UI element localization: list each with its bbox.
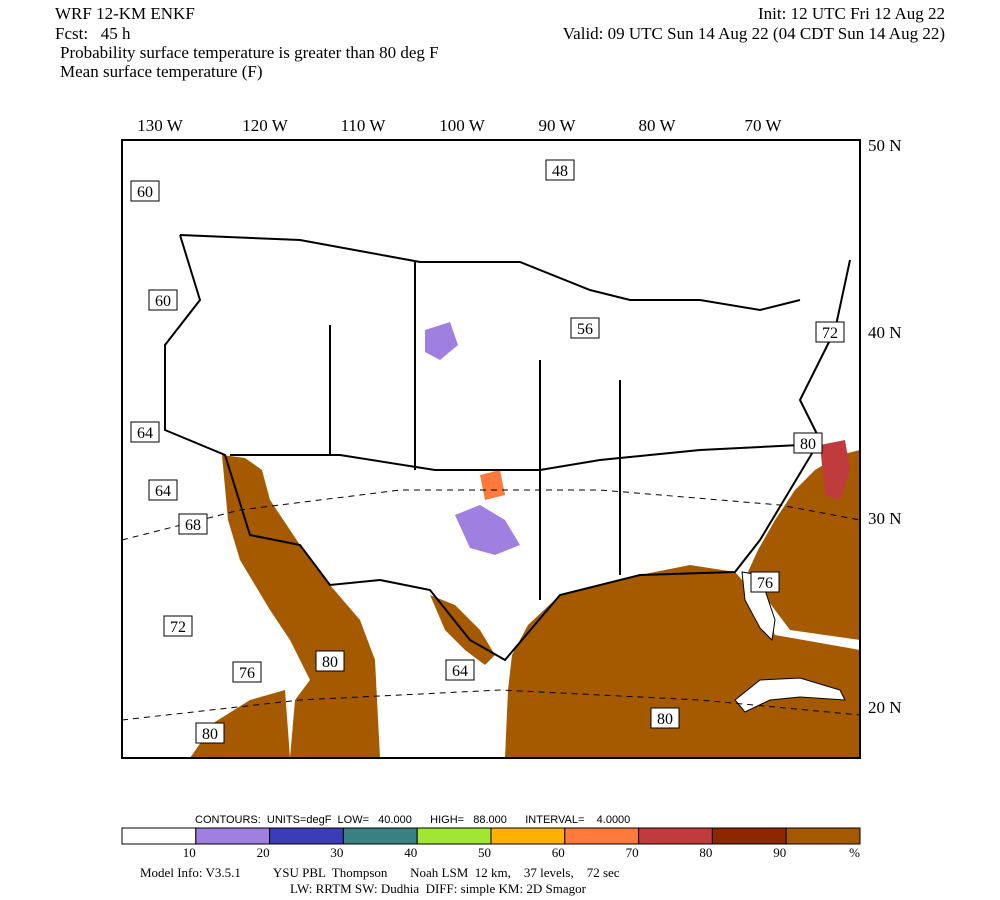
colorbar-label: 50: [478, 845, 491, 860]
contour-label-box: [163, 615, 193, 637]
colorbar-swatch: [785, 827, 861, 845]
forecast-hour: Fcst: 45 h: [55, 24, 131, 43]
colorbar-label: 60: [552, 845, 565, 860]
init-time: Init: 12 UTC Fri 12 Aug 22: [758, 4, 945, 23]
colorbar-swatch: [269, 827, 344, 845]
colorbar-swatch: [342, 827, 418, 845]
contour-label-box: [232, 661, 262, 683]
graticule: [121, 489, 861, 721]
contour-label: 72: [822, 325, 838, 342]
contour-label-box: [750, 571, 780, 593]
longitude-label: 110 W: [341, 116, 387, 135]
contour-label: 80: [322, 654, 338, 671]
colorbar-label: 90: [773, 845, 786, 860]
contour-label: 72: [170, 619, 186, 636]
contour-label: 80: [657, 711, 673, 728]
colorbar-swatch: [564, 827, 640, 845]
longitude-label: 70 W: [745, 116, 783, 135]
contour-label-box: [815, 321, 845, 343]
cuba: [734, 677, 846, 713]
contour-label-box: [445, 659, 475, 681]
contour-label-box: [130, 421, 160, 443]
colorbar-swatch: [416, 827, 492, 845]
longitude-label: 120 W: [242, 116, 288, 135]
contour-label: 64: [155, 483, 171, 500]
latitude-label: 30 N: [868, 509, 902, 528]
model-title: WRF 12-KM ENKF: [55, 4, 195, 23]
longitude-label: 100 W: [439, 116, 485, 135]
field-description: Mean surface temperature (F): [60, 62, 262, 81]
map-frame: [121, 139, 861, 759]
contour-label: 68: [185, 517, 201, 534]
contour-label-box: [793, 432, 823, 454]
contour-label: 76: [757, 575, 773, 592]
shading: [455, 505, 520, 555]
contour-label: 64: [137, 425, 153, 442]
shading: [820, 440, 850, 500]
colorbar-label: 80: [699, 845, 712, 860]
shading: [480, 470, 505, 500]
colorbar-label: 10: [183, 845, 196, 860]
contour-label-box: [315, 650, 345, 672]
longitude-label: 80 W: [639, 116, 677, 135]
valid-time: Valid: 09 UTC Sun 14 Aug 22 (04 CDT Sun …: [563, 24, 945, 43]
contour-label: 56: [577, 321, 593, 338]
colorbar-swatch: [490, 827, 566, 845]
latitude-label: 50 N: [868, 136, 902, 155]
contour-label: 64: [452, 663, 468, 680]
field-description: Probability surface temperature is great…: [60, 43, 439, 62]
contour-label-box: [545, 159, 575, 181]
colorbar-swatch: [711, 827, 787, 845]
contour-label-box: [148, 479, 178, 501]
latitude-label: 20 N: [868, 698, 902, 717]
colorbar-label: 30: [330, 845, 343, 860]
contour-label-box: [148, 289, 178, 311]
contour-label-box: [650, 707, 680, 729]
colorbar-label: 70: [626, 845, 639, 860]
contour-info: CONTOURS: UNITS=degF LOW= 40.000 HIGH= 8…: [195, 814, 630, 826]
colorbar-swatch: [195, 827, 271, 845]
colorbar-label: 40: [404, 845, 417, 860]
shading: [222, 455, 380, 758]
contour-label: 60: [155, 293, 171, 310]
model-info: Model Info: V3.5.1 YSU PBL Thompson Noah…: [140, 865, 620, 880]
contour-label: 48: [552, 163, 568, 180]
shading: [425, 322, 458, 360]
colorbar-swatch: [121, 827, 197, 845]
latitude-label: 40 N: [868, 323, 902, 342]
longitude-label: 90 W: [539, 116, 577, 135]
colorbar-label: %: [849, 845, 860, 860]
colorbar-label: 20: [257, 845, 270, 860]
contour-label: 80: [800, 436, 816, 453]
shading: [505, 565, 860, 758]
contour-label: 60: [137, 184, 153, 201]
contour-label: 76: [239, 665, 255, 682]
contour-label-box: [178, 513, 208, 535]
longitude-label: 130 W: [137, 116, 183, 135]
model-info: LW: RRTM SW: Dudhia DIFF: simple KM: 2D …: [290, 881, 587, 896]
contour-label-box: [195, 722, 225, 744]
colorbar-swatch: [638, 827, 713, 845]
contour-label-box: [130, 180, 160, 202]
boundaries: [164, 234, 851, 662]
contour-label: 80: [202, 726, 218, 743]
contour-label-box: [570, 317, 600, 339]
